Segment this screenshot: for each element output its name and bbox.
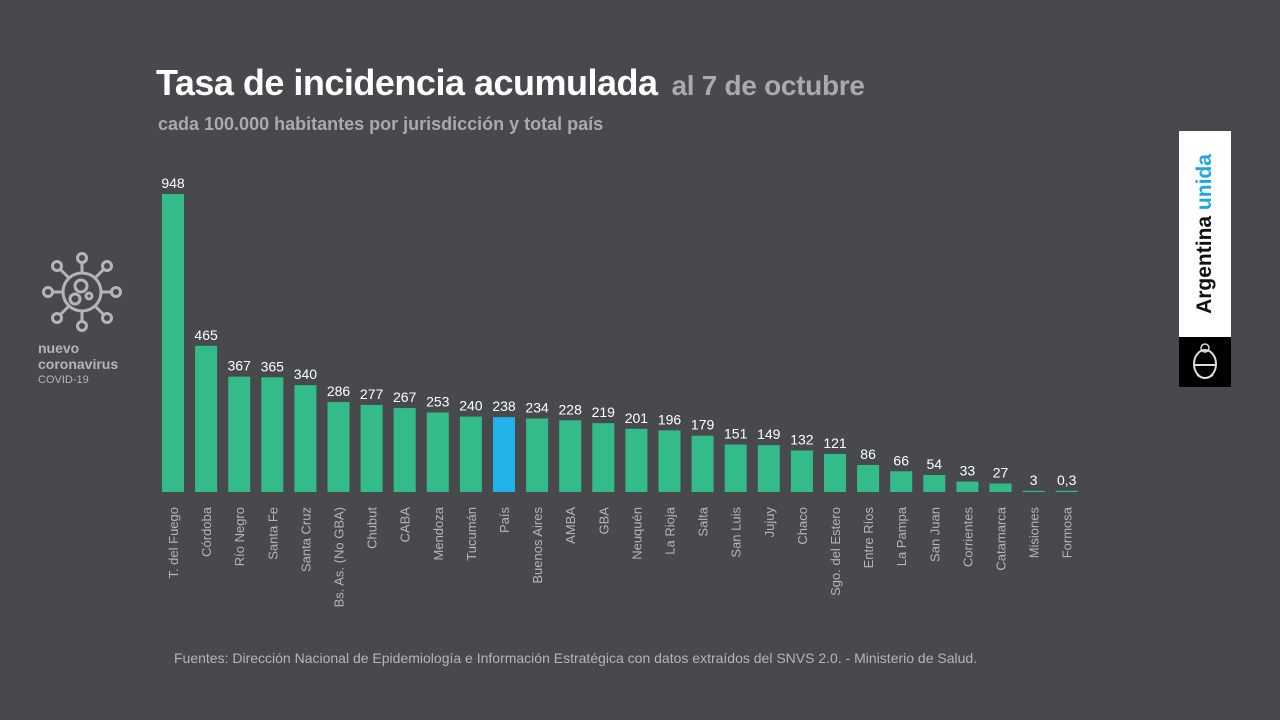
bar (261, 377, 284, 492)
category-label: Río Negro (232, 507, 247, 566)
value-label: 365 (261, 358, 285, 374)
bar (195, 345, 218, 492)
bar (162, 194, 184, 492)
value-label: 196 (658, 411, 682, 427)
bar (393, 408, 416, 492)
bar (724, 444, 747, 492)
category-label: Jujuy (762, 507, 777, 538)
logo-line-3: COVID-19 (38, 374, 89, 386)
value-label: 54 (927, 456, 943, 472)
value-label: 277 (360, 386, 384, 402)
brand-panel: Argentina unida (1179, 131, 1231, 337)
bar (625, 428, 648, 492)
bar (923, 475, 946, 492)
category-label: San Juan (927, 507, 942, 562)
value-label: 3 (1030, 472, 1038, 488)
category-label: Chaco (795, 507, 810, 545)
bar (890, 471, 913, 492)
value-label: 234 (525, 399, 549, 415)
coat-of-arms-panel (1179, 337, 1231, 387)
value-label: 0,3 (1057, 472, 1077, 488)
logo-line-2: coronavirus (38, 356, 119, 372)
category-label: Catamarca (994, 506, 1009, 570)
value-label: 201 (625, 410, 649, 426)
value-label: 238 (492, 398, 516, 414)
category-label: Misiones (1027, 507, 1042, 559)
category-label: Neuquén (629, 507, 644, 560)
category-label: Bs. As. (No GBA) (332, 507, 347, 607)
title-date: al 7 de octubre (671, 70, 865, 101)
bar (559, 420, 582, 492)
category-label: La Rioja (663, 506, 678, 554)
bar (790, 450, 813, 492)
value-label: 149 (757, 426, 781, 442)
value-label: 86 (860, 446, 876, 462)
value-label: 948 (161, 175, 185, 191)
bar (824, 453, 846, 492)
value-label: 219 (592, 404, 616, 420)
argentina-unida-badge: Argentina unida (1179, 131, 1231, 387)
bar (691, 435, 714, 492)
value-label: 132 (790, 432, 814, 448)
category-label: Santa Fe (265, 507, 280, 560)
bar (459, 416, 482, 492)
bar (956, 481, 979, 492)
value-label: 267 (393, 389, 417, 405)
value-label: 27 (993, 465, 1009, 481)
value-label: 33 (960, 463, 976, 479)
category-label: Tucumán (464, 507, 479, 561)
category-label: Buenos Aires (530, 507, 545, 584)
category-label: AMBA (563, 507, 578, 544)
category-label: Sgo. del Estero (828, 507, 843, 596)
bar (592, 423, 615, 492)
bar (989, 483, 1012, 492)
bar (757, 445, 780, 492)
category-label: Salta (696, 506, 711, 536)
value-label: 228 (559, 401, 583, 417)
bar (1022, 490, 1045, 492)
value-label: 121 (823, 435, 847, 451)
bar (493, 417, 515, 492)
category-label: Chubut (365, 507, 380, 549)
value-label: 151 (724, 426, 748, 442)
value-label: 286 (327, 383, 351, 399)
value-label: 465 (194, 327, 218, 343)
category-label: Córdoba (199, 506, 214, 557)
value-label: 240 (459, 398, 483, 414)
title-text: Tasa de incidencia acumulada (156, 62, 658, 103)
coronavirus-logo-text: nuevo coronavirus COVID-19 (38, 340, 118, 388)
bar (526, 418, 549, 492)
value-label: 179 (691, 417, 715, 433)
category-label: Entre Ríos (861, 507, 876, 569)
logo-line-1: nuevo (38, 340, 80, 356)
coronavirus-icon (42, 252, 122, 332)
category-label: Formosa (1060, 506, 1075, 558)
value-label: 340 (294, 366, 318, 382)
category-label: T. del Fuego (166, 507, 181, 579)
bar (294, 385, 317, 492)
bar (1055, 490, 1078, 492)
category-label: San Luis (729, 507, 744, 558)
category-label: Mendoza (431, 506, 446, 560)
bar (327, 402, 350, 492)
bar (426, 412, 449, 492)
coat-of-arms-icon (1193, 343, 1217, 379)
source-footnote: Fuentes: Dirección Nacional de Epidemiol… (174, 650, 978, 666)
category-label: GBA (596, 507, 611, 535)
category-label: País (497, 507, 512, 534)
value-label: 66 (893, 452, 909, 468)
chart-subtitle: cada 100.000 habitantes por jurisdicción… (158, 114, 604, 134)
value-label: 367 (228, 358, 252, 374)
category-label: Santa Cruz (298, 507, 313, 572)
chart-title: Tasa de incidencia acumulada al 7 de octu… (156, 62, 865, 104)
category-label: CABA (398, 507, 413, 543)
value-label: 253 (426, 393, 450, 409)
category-label: Corrientes (960, 507, 975, 567)
category-label: La Pampa (894, 506, 909, 566)
bar (228, 376, 251, 492)
bar (360, 404, 383, 492)
bar (857, 464, 880, 492)
bar (658, 430, 681, 492)
